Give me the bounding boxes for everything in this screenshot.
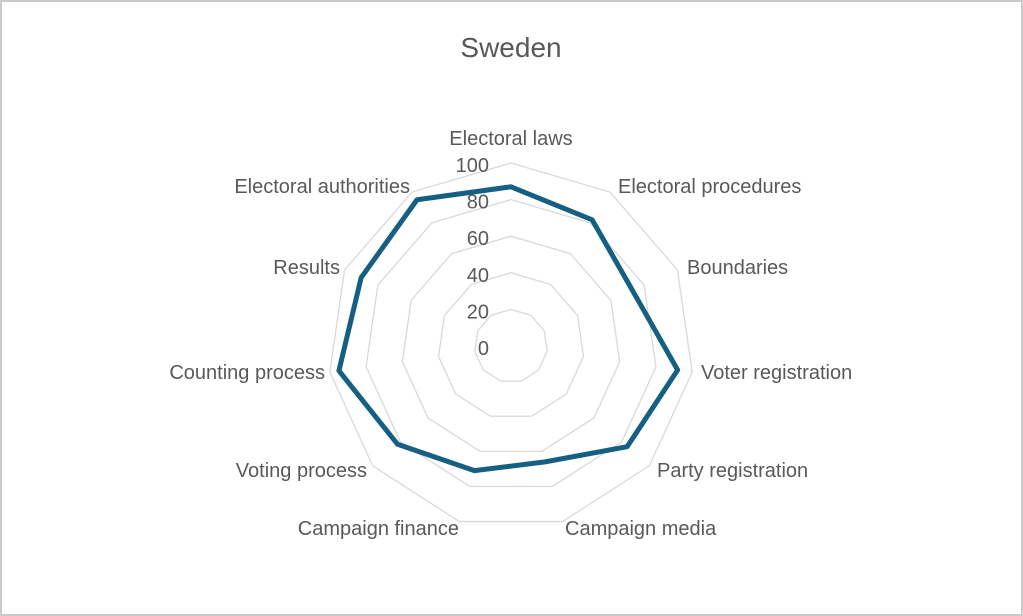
category-label-voter-registration: Voter registration	[701, 362, 852, 384]
tick-label-100: 100	[456, 155, 489, 177]
category-label-layer: Electoral laws Electoral procedures Bounda…	[169, 128, 852, 540]
category-label-party-registration: Party registration	[657, 460, 808, 482]
grid-ring-80	[365, 198, 657, 488]
grid-ring-60	[401, 235, 621, 453]
grid-layer	[329, 162, 693, 523]
grid-ring-20	[474, 308, 548, 382]
category-label-voting-process: Voting process	[236, 460, 367, 482]
category-label-electoral-procedures: Electoral procedures	[618, 176, 801, 198]
category-label-campaign-finance: Campaign finance	[298, 518, 459, 540]
tick-label-40: 40	[467, 265, 489, 287]
series-line-sweden	[336, 184, 681, 474]
tick-label-layer: 0 20 40 60 80 100	[456, 155, 489, 360]
tick-label-80: 80	[467, 192, 489, 214]
grid-ring-40	[437, 272, 585, 417]
tick-label-20: 20	[467, 301, 489, 323]
category-label-electoral-authorities: Electoral authorities	[234, 176, 410, 198]
grid-ring-100	[329, 162, 693, 523]
category-label-boundaries: Boundaries	[687, 257, 788, 279]
category-label-results: Results	[273, 257, 340, 279]
chart-title: Sweden	[460, 32, 561, 63]
category-label-electoral-laws: Electoral laws	[449, 128, 572, 150]
tick-label-0: 0	[478, 338, 489, 360]
series-layer	[336, 184, 681, 474]
category-label-counting-process: Counting process	[169, 362, 325, 384]
tick-label-60: 60	[467, 228, 489, 250]
category-label-campaign-media: Campaign media	[565, 518, 717, 540]
